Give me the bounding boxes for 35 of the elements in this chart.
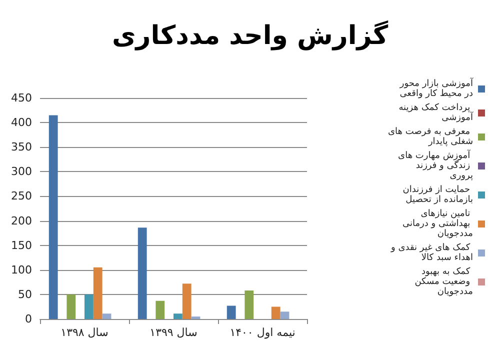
y-tick-label: 0 [25, 312, 32, 326]
bar [226, 306, 236, 319]
bar [138, 228, 147, 319]
bar [66, 294, 76, 319]
y-tick-label: 100 [11, 263, 32, 276]
bar [174, 314, 182, 319]
legend-label: آموزش مهارت های زندگی و فرزند پروری [398, 149, 474, 181]
y-tick-label: 350 [11, 140, 32, 154]
bar [84, 294, 94, 319]
y-tick-label: 450 [11, 92, 32, 104]
legend-label: تامین نیازهای بهداشتی و درمانی مددجویان [402, 209, 474, 239]
y-tick-label: 300 [11, 165, 32, 178]
legend-label: کمک های غیر نقدی و اهداء سبد کالا [390, 243, 473, 263]
bar [156, 300, 165, 319]
y-tick-label: 200 [11, 214, 32, 228]
legend-label: حمایت از فرزندان بازمانده از تحصیل [402, 185, 473, 205]
x-tick-label: نیمه اول ۱۴۰۰ [230, 326, 296, 339]
bar [93, 267, 102, 319]
legend-label: پرداخت کمک هزینه آموزشی [398, 103, 474, 123]
bar [182, 284, 192, 319]
bar [244, 290, 254, 319]
y-tick-label: 400 [11, 116, 32, 130]
bar [271, 306, 280, 319]
legend-label: معرفی به فرصت های شغلی پایدار [388, 127, 473, 147]
legend-label: آموزشی بازار محور در محیط کار واقعی [396, 77, 474, 99]
x-tick-label: سال ۱۳۹۸ [60, 326, 108, 339]
legend-label: کمک به بهبود وضعیت مسکن مددجویان [414, 267, 474, 297]
bar [48, 115, 58, 319]
bar [280, 312, 290, 319]
y-tick-label: 250 [11, 190, 32, 203]
y-tick-label: 150 [11, 238, 32, 252]
y-tick-label: 50 [18, 288, 32, 301]
chart-title: گزارش واحد مددکاری [112, 20, 389, 51]
x-tick-label: سال ۱۳۹۹ [150, 326, 198, 339]
bar [102, 314, 112, 319]
